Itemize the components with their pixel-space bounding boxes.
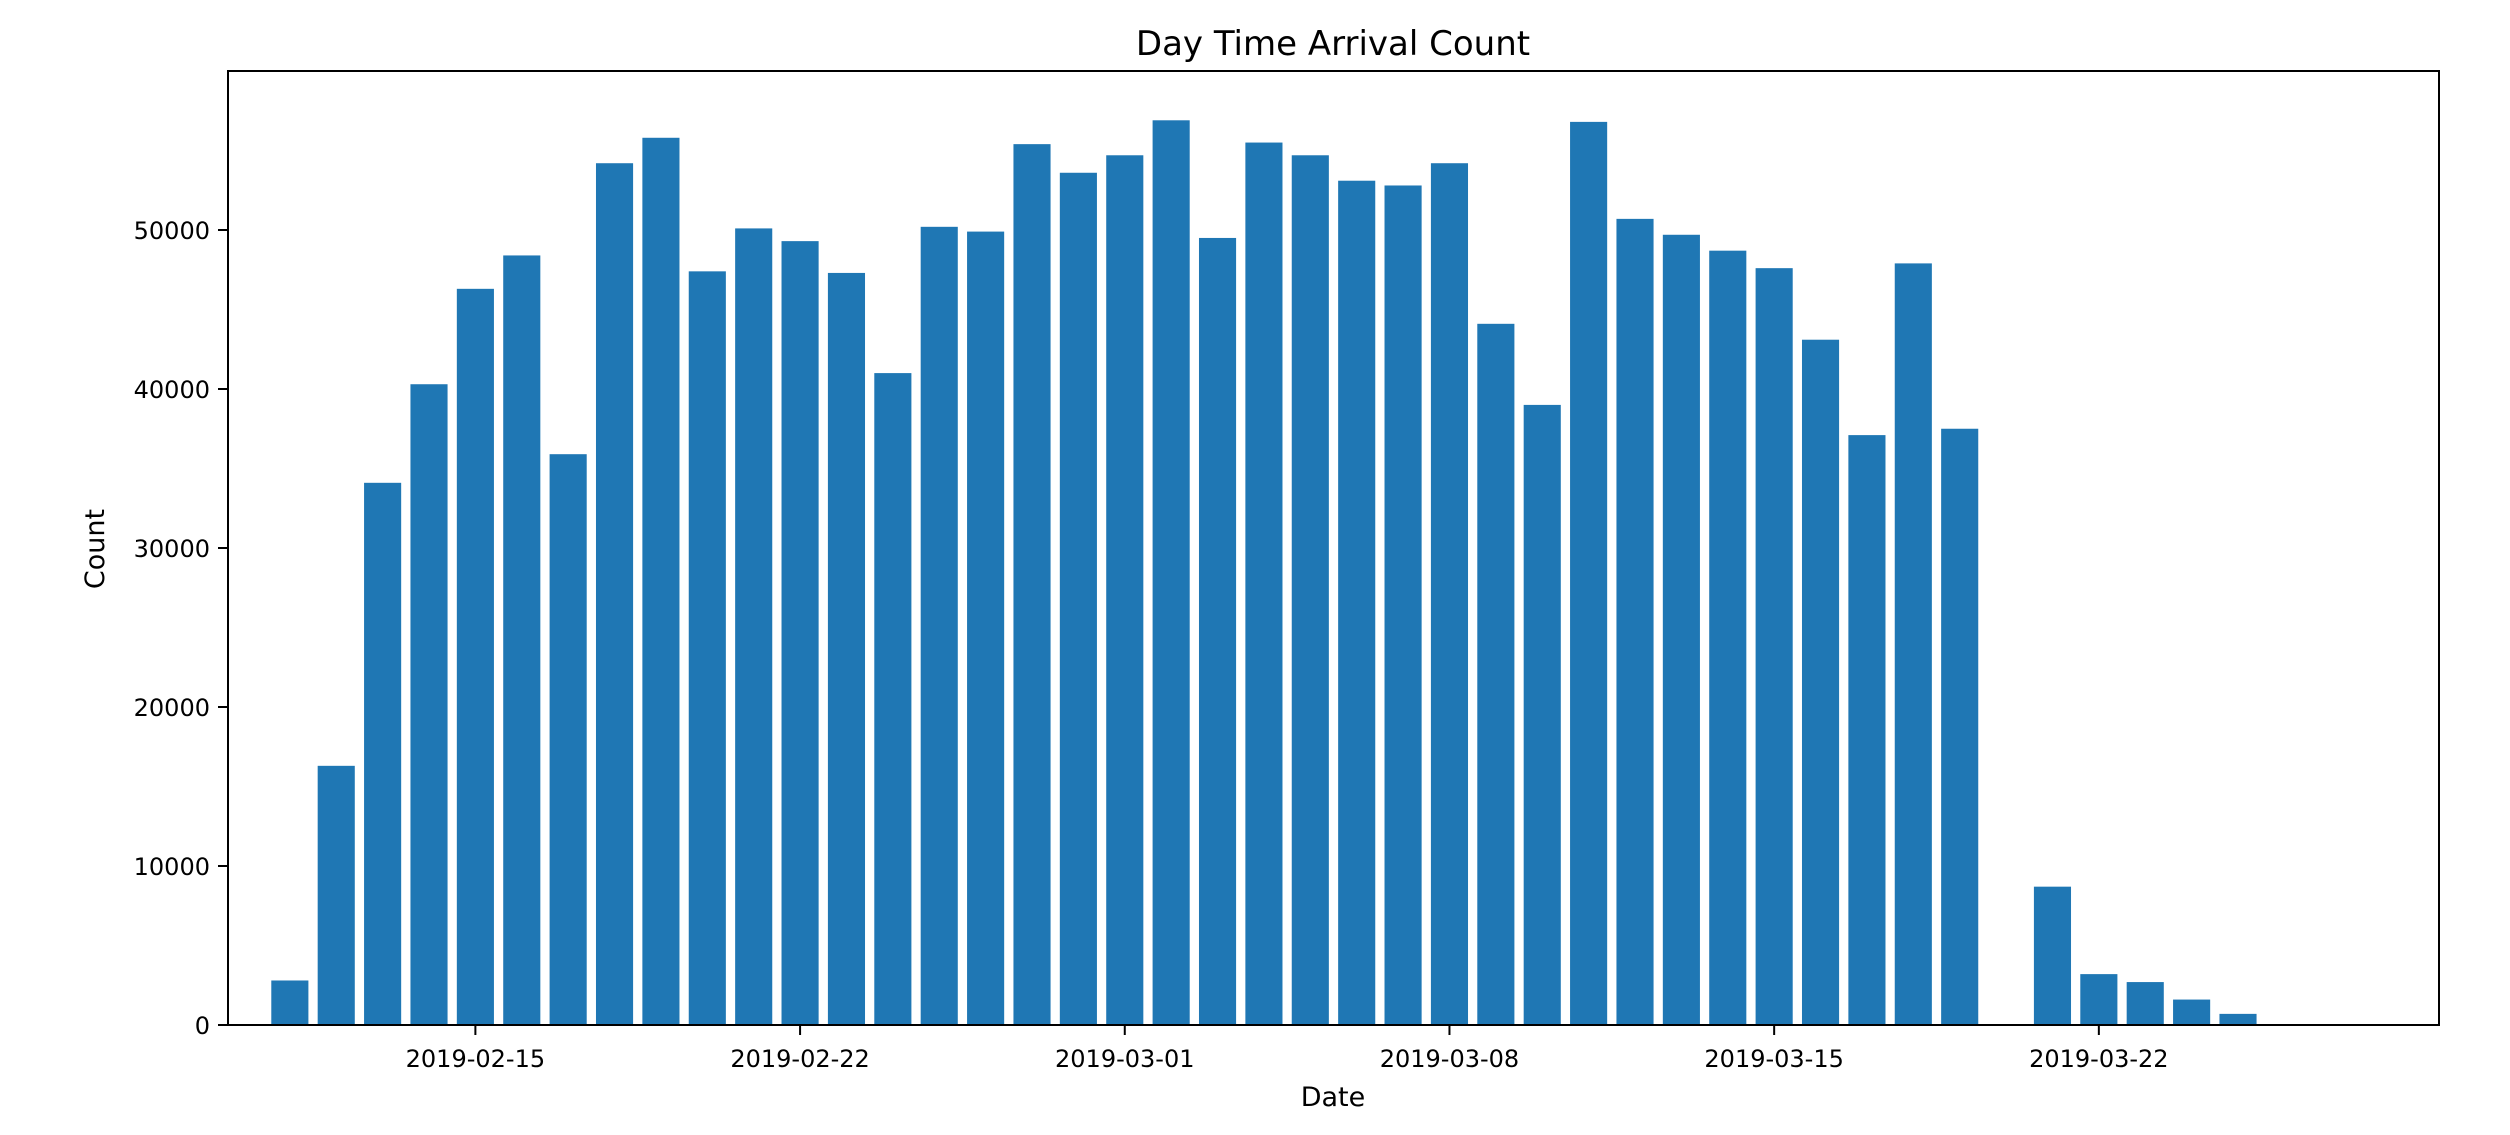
bar-2019-02-25 [920, 226, 958, 1025]
bars-group [271, 120, 2257, 1026]
plot-frame [227, 70, 2440, 1026]
bar-2019-03-02 [1152, 120, 1190, 1026]
bar-2019-02-26 [967, 231, 1005, 1026]
bar-2019-02-21 [735, 228, 773, 1025]
bar-2019-03-05 [1291, 155, 1329, 1025]
bar-2019-02-27 [1013, 144, 1051, 1025]
x-tick-label: 2019-03-08 [1380, 1045, 1519, 1073]
bar-2019-02-16 [503, 255, 541, 1025]
bar-2019-02-12 [317, 765, 355, 1025]
bar-2019-03-24 [2173, 999, 2211, 1025]
y-tick-label: 40000 [134, 376, 210, 404]
bar-2019-03-04 [1245, 142, 1283, 1026]
bar-2019-03-13 [1662, 234, 1700, 1025]
bar-2019-02-20 [688, 271, 726, 1026]
bar-2019-03-25 [2219, 1013, 2257, 1025]
y-tick-label: 30000 [134, 535, 210, 563]
x-axis-ticks: 2019-02-15 2019-02-22 2019-03-01 2019-03-08… [406, 1025, 2169, 1073]
bar-2019-03-08 [1430, 163, 1469, 1026]
bar-2019-03-14 [1709, 250, 1747, 1026]
bar-2019-02-15 [456, 288, 494, 1026]
y-tick-label: 50000 [134, 217, 210, 245]
bar-2019-03-19 [1941, 428, 1979, 1025]
bar-2019-03-12 [1616, 218, 1654, 1025]
bar-2019-02-23 [827, 272, 866, 1025]
x-tick-label: 2019-03-15 [1704, 1045, 1843, 1073]
bar-2019-03-09 [1477, 323, 1515, 1025]
y-tick-label: 10000 [134, 853, 210, 881]
bar-2019-02-17 [549, 454, 587, 1025]
bar-2019-03-07 [1384, 185, 1422, 1026]
bar-2019-02-13 [364, 482, 402, 1025]
y-axis-ticks: 0 10000 20000 30000 40000 50000 [134, 217, 228, 1040]
bar-2019-03-21 [2033, 886, 2072, 1025]
chart-title: Day Time Arrival Count [1136, 24, 1530, 64]
bar-2019-02-22 [781, 241, 819, 1025]
bar-2019-02-19 [642, 137, 680, 1025]
x-tick-label: 2019-03-22 [2029, 1045, 2168, 1073]
y-tick-label: 0 [195, 1012, 210, 1040]
x-tick-label: 2019-03-01 [1055, 1045, 1194, 1073]
bar-2019-03-17 [1848, 435, 1886, 1025]
bar-2019-03-10 [1523, 404, 1561, 1025]
bar-2019-03-18 [1894, 263, 1932, 1025]
y-axis-label: Count [80, 509, 111, 589]
bar-2019-02-24 [874, 373, 912, 1026]
bar-2019-03-22 [2080, 974, 2118, 1025]
bar-2019-03-15 [1755, 268, 1793, 1025]
bar-2019-03-06 [1338, 180, 1376, 1025]
x-axis-label: Date [1301, 1082, 1366, 1113]
y-tick-label: 20000 [134, 694, 210, 722]
bar-2019-03-01 [1106, 155, 1144, 1025]
bar-2019-03-03 [1198, 237, 1237, 1025]
bar-2019-03-16 [1801, 339, 1840, 1026]
bar-2019-03-23 [2126, 982, 2164, 1025]
bar-2019-02-11 [271, 980, 309, 1025]
bar-2019-02-14 [410, 384, 448, 1026]
bar-2019-03-11 [1570, 121, 1608, 1025]
x-tick-label: 2019-02-15 [406, 1045, 545, 1073]
bar-2019-02-28 [1059, 172, 1097, 1025]
bar-2019-02-18 [595, 163, 634, 1026]
x-tick-label: 2019-02-22 [730, 1045, 869, 1073]
